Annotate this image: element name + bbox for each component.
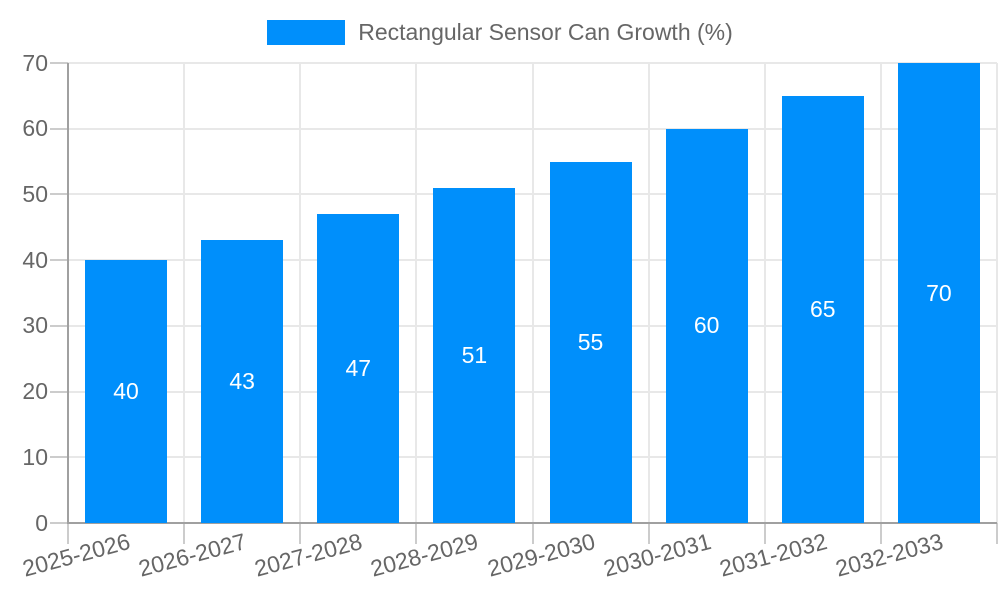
gridline-vertical (531, 63, 534, 523)
y-axis-label: 70 (22, 49, 48, 76)
y-axis-tick (50, 259, 68, 262)
gridline-vertical (647, 63, 650, 523)
gridline-vertical (879, 63, 882, 523)
x-axis-label: 2026-2027 (135, 528, 249, 582)
legend-swatch-icon (267, 20, 346, 45)
y-axis-tick (50, 522, 68, 524)
x-axis-tick (531, 523, 534, 544)
x-axis-tick (67, 523, 69, 544)
y-axis-tick (50, 193, 68, 196)
x-axis-tick (415, 523, 418, 544)
y-axis-label: 40 (22, 246, 48, 273)
x-axis-label: 2027-2028 (252, 528, 366, 582)
bar[interactable] (201, 240, 284, 523)
x-axis-label: 2030-2031 (600, 528, 714, 582)
x-axis-label: 2029-2030 (484, 528, 598, 582)
bar[interactable] (781, 95, 864, 523)
x-axis-tick (996, 523, 998, 544)
x-axis-tick (879, 523, 882, 544)
x-axis-line (67, 522, 997, 524)
y-axis-label: 30 (22, 312, 48, 339)
y-axis-label: 50 (22, 180, 48, 207)
bar[interactable] (85, 260, 168, 523)
gridline-vertical (183, 63, 186, 523)
x-axis-tick (647, 523, 650, 544)
y-axis-tick (50, 390, 68, 393)
x-axis-label: 2032-2033 (832, 528, 946, 582)
x-axis-tick (299, 523, 302, 544)
legend-item[interactable]: Rectangular Sensor Can Growth (%) (0, 20, 1000, 45)
y-axis-label: 20 (22, 378, 48, 405)
y-axis-tick (50, 127, 68, 130)
gridline-vertical (299, 63, 302, 523)
x-axis-label: 2031-2032 (716, 528, 830, 582)
x-axis-label: 2028-2029 (368, 528, 482, 582)
bar[interactable] (665, 128, 748, 523)
gridline-vertical (996, 63, 998, 523)
y-axis-label: 10 (22, 443, 48, 470)
bar[interactable] (549, 161, 632, 523)
x-axis-tick (183, 523, 186, 544)
y-axis-tick (50, 456, 68, 459)
gridline-vertical (763, 63, 766, 523)
bar[interactable] (433, 187, 516, 523)
y-axis-line (67, 63, 69, 524)
y-axis-label: 60 (22, 115, 48, 142)
bar[interactable] (317, 214, 400, 523)
bar[interactable] (897, 63, 980, 523)
y-axis-label: 0 (35, 509, 48, 536)
x-axis-tick (763, 523, 766, 544)
y-axis-tick (50, 62, 68, 64)
y-axis-tick (50, 324, 68, 327)
legend-label: Rectangular Sensor Can Growth (%) (358, 19, 733, 45)
gridline-vertical (415, 63, 418, 523)
